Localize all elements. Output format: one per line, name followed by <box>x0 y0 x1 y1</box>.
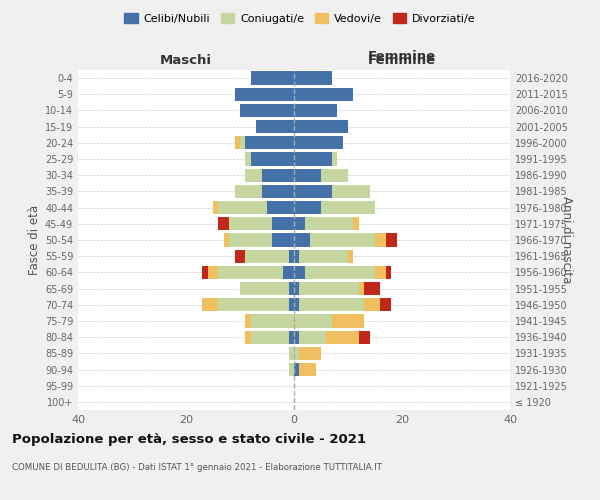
Bar <box>289 363 294 376</box>
Bar <box>245 314 251 328</box>
Bar <box>364 298 380 312</box>
Bar <box>294 266 305 279</box>
Bar <box>235 185 262 198</box>
Bar <box>299 363 316 376</box>
Bar <box>332 152 337 166</box>
Bar <box>240 136 245 149</box>
Bar <box>310 234 375 246</box>
Bar <box>364 282 380 295</box>
Text: Maschi: Maschi <box>160 54 212 67</box>
Bar <box>294 152 332 166</box>
Bar <box>202 298 218 312</box>
Y-axis label: Anni di nascita: Anni di nascita <box>560 196 573 284</box>
Y-axis label: Fasce di età: Fasce di età <box>28 205 41 275</box>
Bar <box>235 88 294 101</box>
Legend: Celibi/Nubili, Coniugati/e, Vedovi/e, Divorziati/e: Celibi/Nubili, Coniugati/e, Vedovi/e, Di… <box>122 10 478 26</box>
Bar <box>251 72 294 85</box>
Text: Popolazione per età, sesso e stato civile - 2021: Popolazione per età, sesso e stato civil… <box>12 432 366 446</box>
Bar <box>289 282 294 295</box>
Bar <box>294 234 310 246</box>
Bar <box>294 201 321 214</box>
Bar <box>332 314 364 328</box>
Bar <box>305 217 353 230</box>
Bar <box>218 298 289 312</box>
Bar <box>224 234 229 246</box>
Bar <box>245 136 294 149</box>
Bar <box>386 266 391 279</box>
Bar <box>294 217 305 230</box>
Bar <box>245 152 251 166</box>
Bar <box>251 314 294 328</box>
Bar <box>294 136 343 149</box>
Bar <box>386 234 397 246</box>
Bar <box>283 266 294 279</box>
Bar <box>294 250 299 263</box>
Bar <box>256 120 294 134</box>
Bar <box>272 234 294 246</box>
Text: Femmine: Femmine <box>368 54 436 67</box>
Bar <box>299 298 364 312</box>
Text: Femmine: Femmine <box>368 50 436 63</box>
Bar <box>213 201 218 214</box>
Bar <box>294 185 332 198</box>
Bar <box>262 168 294 182</box>
Text: COMUNE DI BEDULITA (BG) - Dati ISTAT 1° gennaio 2021 - Elaborazione TUTTITALIA.I: COMUNE DI BEDULITA (BG) - Dati ISTAT 1° … <box>12 462 382 471</box>
Bar <box>240 282 289 295</box>
Bar <box>353 217 359 230</box>
Bar <box>294 282 299 295</box>
Bar <box>321 168 348 182</box>
Bar <box>272 217 294 230</box>
Bar <box>229 217 272 230</box>
Bar <box>245 168 262 182</box>
Bar <box>294 104 337 117</box>
Bar <box>294 168 321 182</box>
Bar <box>326 330 359 344</box>
Bar <box>375 266 386 279</box>
Bar <box>359 282 364 295</box>
Bar <box>289 250 294 263</box>
Bar <box>208 266 218 279</box>
Bar <box>235 250 245 263</box>
Bar <box>299 282 359 295</box>
Bar <box>375 234 386 246</box>
Bar <box>380 298 391 312</box>
Bar <box>289 330 294 344</box>
Bar <box>294 298 299 312</box>
Bar <box>299 330 326 344</box>
Bar <box>348 250 353 263</box>
Bar <box>294 363 299 376</box>
Bar <box>289 346 294 360</box>
Bar <box>267 201 294 214</box>
Bar <box>299 250 348 263</box>
Bar <box>294 314 332 328</box>
Bar <box>218 266 283 279</box>
Bar <box>321 201 375 214</box>
Bar <box>294 120 348 134</box>
Bar <box>299 346 321 360</box>
Bar <box>235 136 240 149</box>
Bar <box>294 330 299 344</box>
Bar <box>294 346 299 360</box>
Bar <box>229 234 272 246</box>
Bar <box>294 72 332 85</box>
Bar <box>251 330 289 344</box>
Bar <box>262 185 294 198</box>
Bar <box>251 152 294 166</box>
Bar <box>305 266 375 279</box>
Bar <box>294 88 353 101</box>
Bar <box>245 250 289 263</box>
Bar <box>289 298 294 312</box>
Bar <box>218 201 267 214</box>
Bar <box>218 217 229 230</box>
Bar <box>240 104 294 117</box>
Bar <box>332 185 370 198</box>
Bar <box>359 330 370 344</box>
Bar <box>245 330 251 344</box>
Bar <box>202 266 208 279</box>
